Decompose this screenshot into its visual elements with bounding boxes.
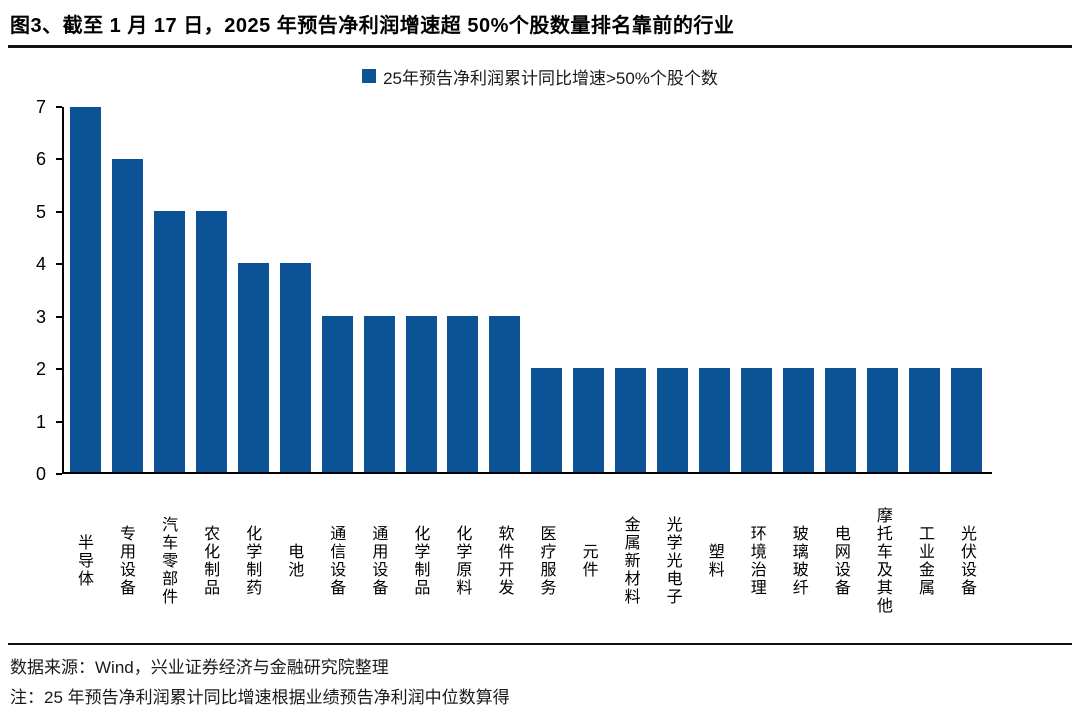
x-category-label: 化学制品	[411, 525, 429, 597]
bar-软件开发	[489, 315, 521, 472]
figure-footer: 数据来源：Wind，兴业证券经济与金融研究院整理 注：25 年预告净利润累计同比…	[8, 643, 1072, 713]
bar-电池	[279, 263, 311, 472]
x-category-label: 金属新材料	[621, 516, 639, 606]
plot-area	[62, 107, 992, 474]
bar-玻璃玻纤	[782, 367, 814, 472]
bar-chart: 0 1 2 3 4 5 6 7 半导体 专用设备 汽车零部件 农化制品 化学制药 电池 通信设备 通用设备 化…	[0, 98, 1080, 637]
x-category-label: 元件	[579, 543, 597, 579]
x-category-label: 电池	[285, 543, 303, 579]
chart-legend: 25年预告净利润累计同比增速>50%个股个数	[0, 65, 1080, 88]
bar-医疗服务	[531, 367, 563, 472]
bar-光学光电子	[657, 367, 689, 472]
x-category-label: 摩托车及其他	[873, 507, 891, 615]
y-tick-mark	[56, 315, 62, 318]
bar-化学制药	[237, 263, 269, 472]
y-tick-label: 3	[35, 306, 46, 327]
figure-title: 图3、截至 1 月 17 日，2025 年预告净利润增速超 50%个股数量排名靠…	[10, 15, 735, 37]
x-category-label: 光学光电子	[663, 516, 681, 606]
bar-半导体	[70, 107, 101, 472]
bar-农化制品	[195, 211, 227, 472]
x-category-label: 通用设备	[369, 525, 387, 597]
x-category-label: 塑料	[705, 543, 723, 579]
bar-电网设备	[824, 367, 856, 472]
y-tick-mark	[56, 106, 62, 108]
bar-通用设备	[363, 315, 395, 472]
y-tick-label: 4	[35, 254, 46, 275]
bar-工业金属	[908, 367, 940, 472]
calculation-note: 注：25 年预告净利润累计同比增速根据业绩预告净利润中位数算得	[10, 687, 510, 707]
x-category-label: 汽车零部件	[159, 516, 177, 606]
x-category-label: 医疗服务	[537, 525, 555, 597]
y-tick-mark	[56, 158, 62, 161]
bar-光伏设备	[950, 367, 982, 472]
bar-化学原料	[447, 315, 479, 472]
x-category-label: 通信设备	[327, 525, 345, 597]
y-tick-mark	[56, 420, 62, 423]
y-tick-label: 2	[35, 359, 46, 380]
bar-专用设备	[111, 159, 143, 472]
y-tick-mark	[56, 210, 62, 213]
x-category-label: 化学原料	[453, 525, 471, 597]
x-category-label: 光伏设备	[957, 525, 975, 597]
y-axis: 0 1 2 3 4 5 6 7	[0, 98, 62, 483]
legend-label: 25年预告净利润累计同比增速>50%个股个数	[383, 68, 718, 88]
bar-塑料	[699, 367, 731, 472]
x-category-label: 玻璃玻纤	[789, 525, 807, 597]
figure-header: 图3、截至 1 月 17 日，2025 年预告净利润增速超 50%个股数量排名靠…	[8, 0, 1072, 48]
x-category-label: 专用设备	[117, 525, 135, 597]
x-category-label: 电网设备	[831, 525, 849, 597]
bar-元件	[573, 367, 605, 472]
y-tick-label: 6	[35, 149, 46, 170]
bar-摩托车及其他	[866, 367, 898, 472]
bar-化学制品	[405, 315, 437, 472]
y-tick-mark	[56, 473, 62, 475]
x-category-label: 半导体	[75, 534, 92, 588]
data-source-note: 数据来源：Wind，兴业证券经济与金融研究院整理	[10, 658, 389, 677]
x-category-label: 软件开发	[495, 525, 513, 597]
y-tick-label: 5	[35, 201, 46, 222]
bar-环境治理	[741, 367, 772, 472]
legend-swatch	[362, 69, 377, 83]
x-axis-labels: 半导体 专用设备 汽车零部件 农化制品 化学制药 电池 通信设备 通用设备 化学制品 化学原料 软件…	[62, 485, 992, 637]
y-tick-mark	[56, 263, 62, 266]
bar-汽车零部件	[153, 211, 185, 472]
x-category-label: 农化制品	[201, 525, 219, 597]
x-category-label: 环境治理	[747, 525, 765, 597]
y-tick-label: 1	[35, 411, 46, 432]
bar-通信设备	[321, 315, 353, 472]
y-tick-label: 7	[35, 97, 46, 117]
y-tick-label: 0	[35, 464, 46, 484]
x-category-label: 化学制药	[243, 525, 261, 597]
y-tick-mark	[56, 368, 62, 371]
bar-金属新材料	[615, 367, 647, 472]
x-category-label: 工业金属	[915, 525, 933, 597]
